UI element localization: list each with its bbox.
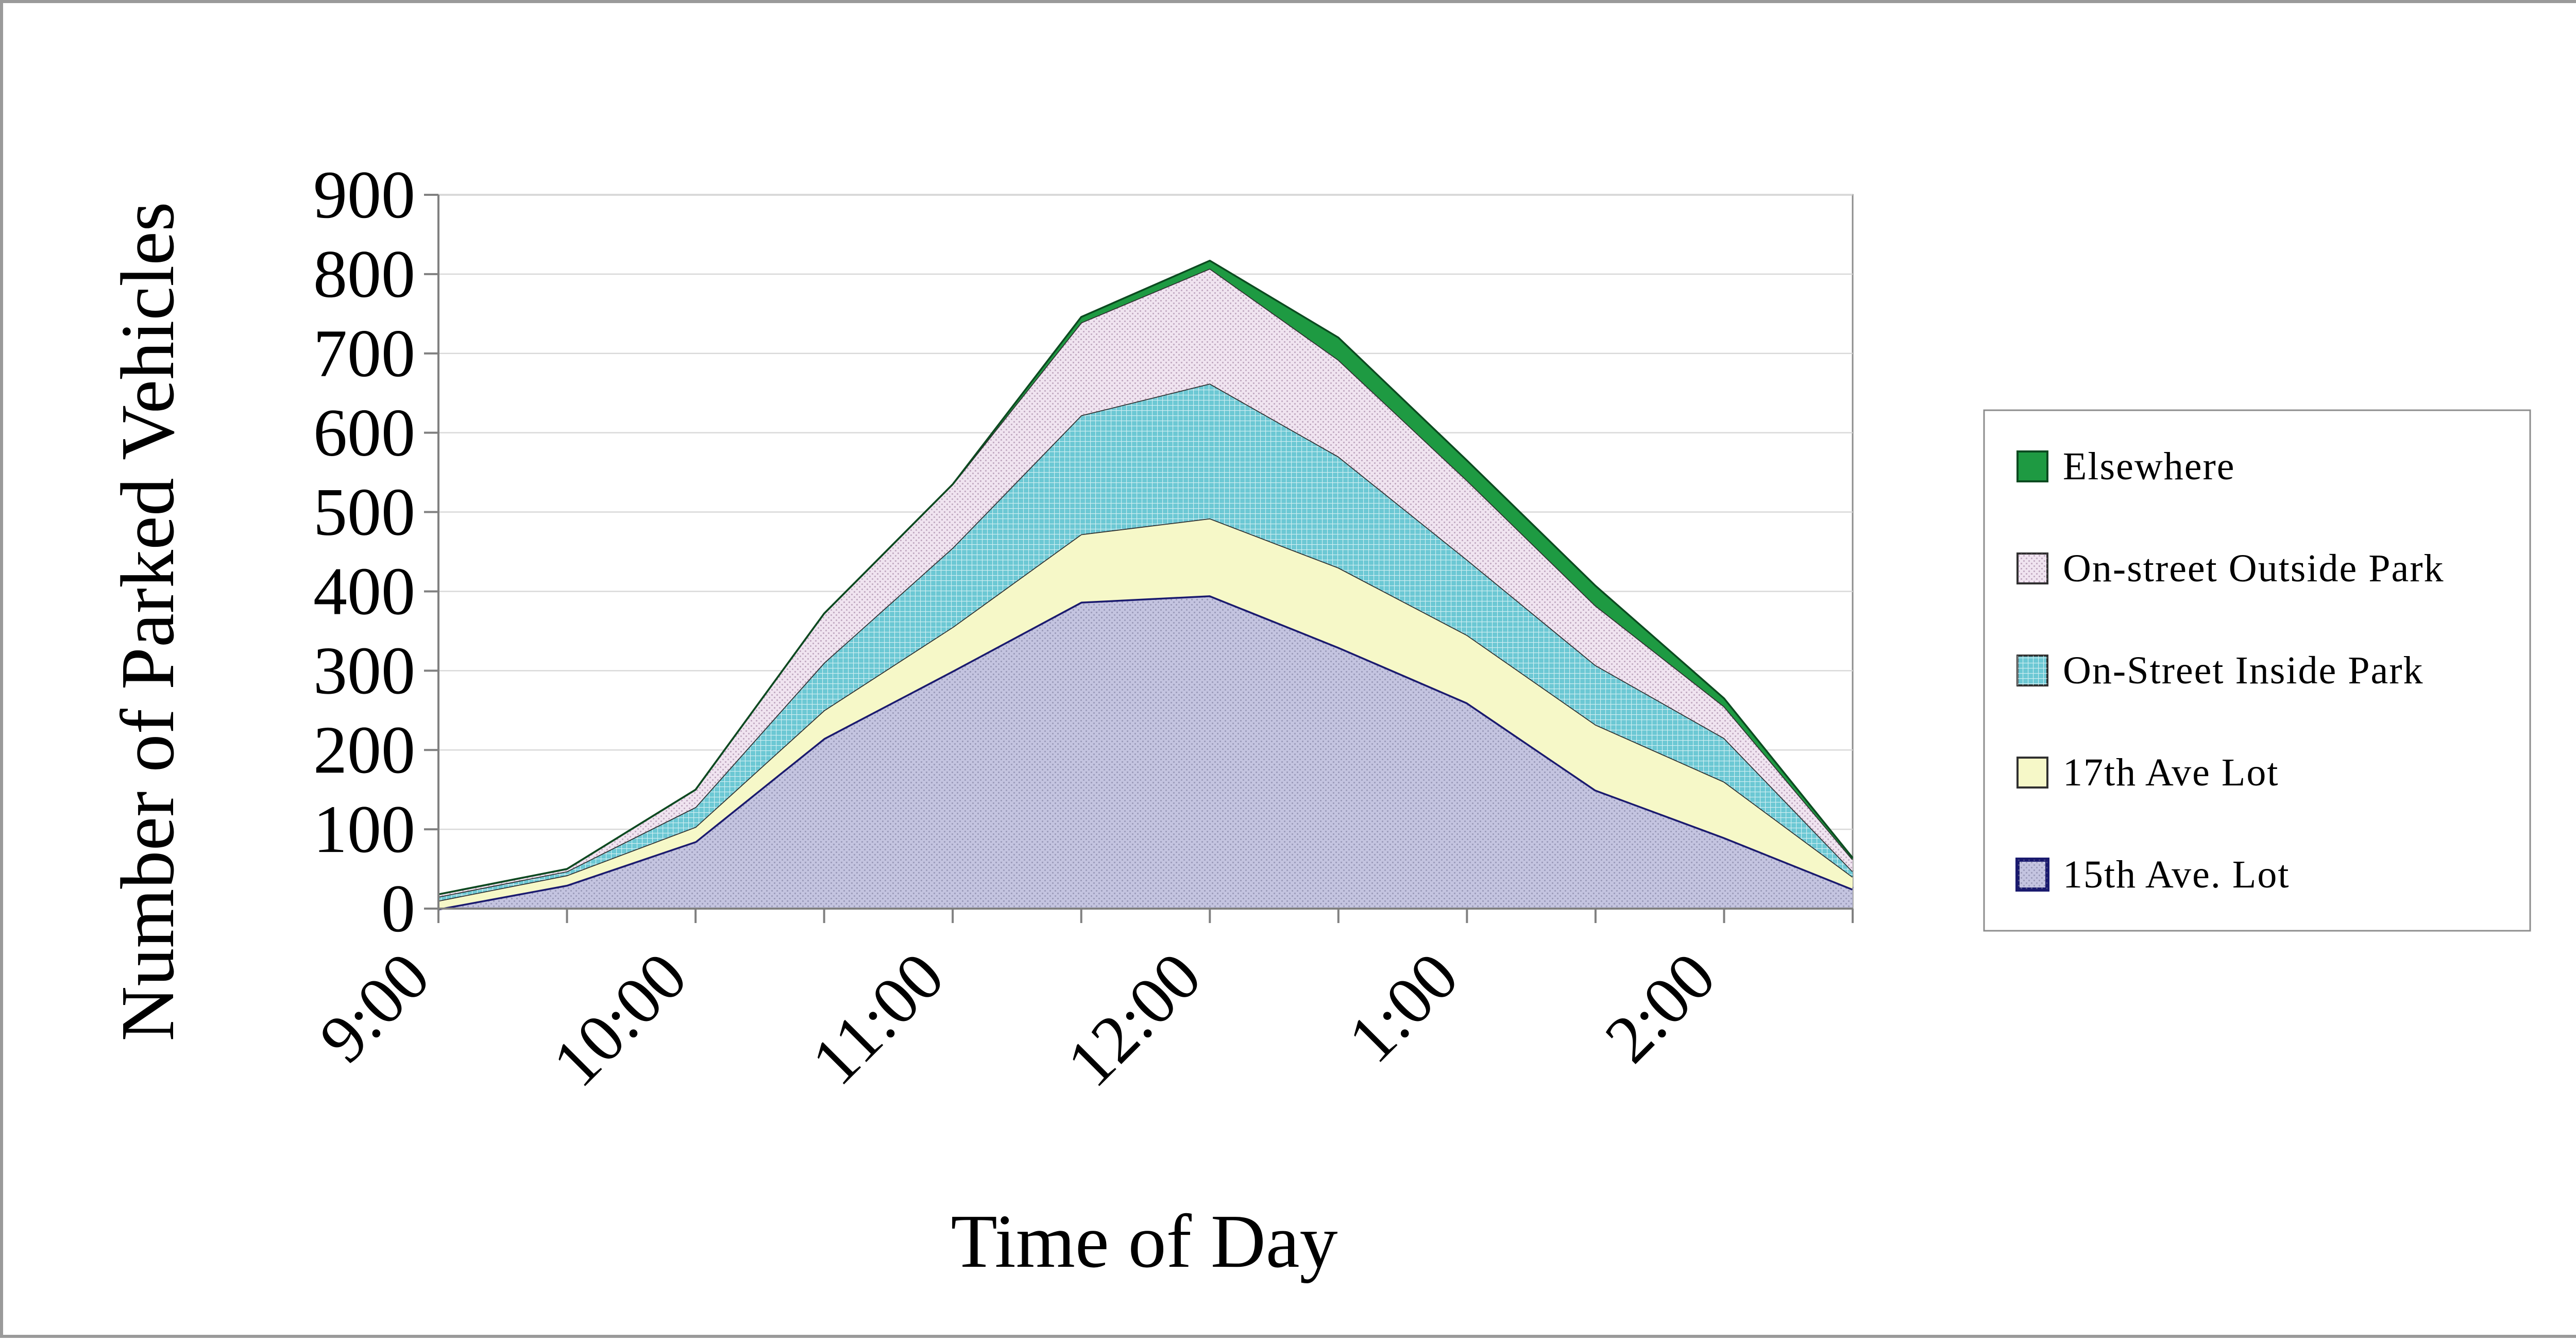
y-tick-label: 500 [313, 474, 415, 550]
x-tick-label: 9:00 [305, 938, 444, 1077]
x-tick-labels: 9:00 10:00 11:00 12:00 1:00 2:00 [305, 938, 1730, 1101]
legend-label-on-street-inside-park: On-Street Inside Park [2063, 649, 2424, 692]
legend-swatch-texture [2018, 554, 2047, 583]
x-axis-title: Time of Day [951, 1199, 1338, 1284]
legend-swatch-elsewhere [2016, 450, 2048, 482]
y-tick-label: 100 [313, 791, 415, 867]
legend-swatch-texture [2018, 860, 2047, 890]
y-tick-label: 200 [313, 712, 415, 787]
legend-label-on-street-outside-park: On-street Outside Park [2063, 547, 2445, 590]
y-tick-label: 900 [313, 157, 415, 232]
y-tick-label: 600 [313, 395, 415, 471]
legend-swatch-17th-ave-lot [2016, 757, 2048, 789]
y-tick-label: 0 [381, 870, 415, 946]
y-tick-label: 700 [313, 315, 415, 391]
area-elsewhere [438, 260, 1853, 895]
legend-label-elsewhere: Elsewhere [2063, 445, 2235, 488]
area-17th-ave-lot [438, 518, 1853, 909]
area-texture-on-street-inside-park [438, 383, 1853, 901]
legend: Elsewhere On-street Outside Park On-Street… [1983, 409, 2531, 932]
axes [424, 194, 1854, 923]
y-tick-label: 800 [313, 236, 415, 312]
legend-label-17th-ave-lot: 17th Ave Lot [2063, 751, 2279, 794]
x-tick-label: 2:00 [1590, 938, 1730, 1077]
x-tick-label: 1:00 [1333, 938, 1472, 1077]
area-texture-on-street-outside-park [438, 269, 1853, 897]
x-tick-label: 11:00 [797, 938, 958, 1099]
legend-swatch-texture [2018, 656, 2047, 685]
series-line-elsewhere [438, 259, 1854, 896]
series-line-15th-ave-lot [438, 593, 1854, 911]
y-axis-title: Number of Parked Vehicles [106, 202, 190, 1042]
area-texture-15th-ave-lot [438, 595, 1853, 909]
legend-label-15th-ave-lot: 15th Ave. Lot [2063, 853, 2290, 896]
x-tick-label: 10:00 [538, 938, 701, 1101]
y-tick-label: 300 [313, 632, 415, 708]
series-areas [438, 259, 1854, 911]
y-tick-label: 400 [313, 553, 415, 629]
x-tick-label: 12:00 [1052, 938, 1215, 1101]
legend-box [1983, 409, 2531, 932]
